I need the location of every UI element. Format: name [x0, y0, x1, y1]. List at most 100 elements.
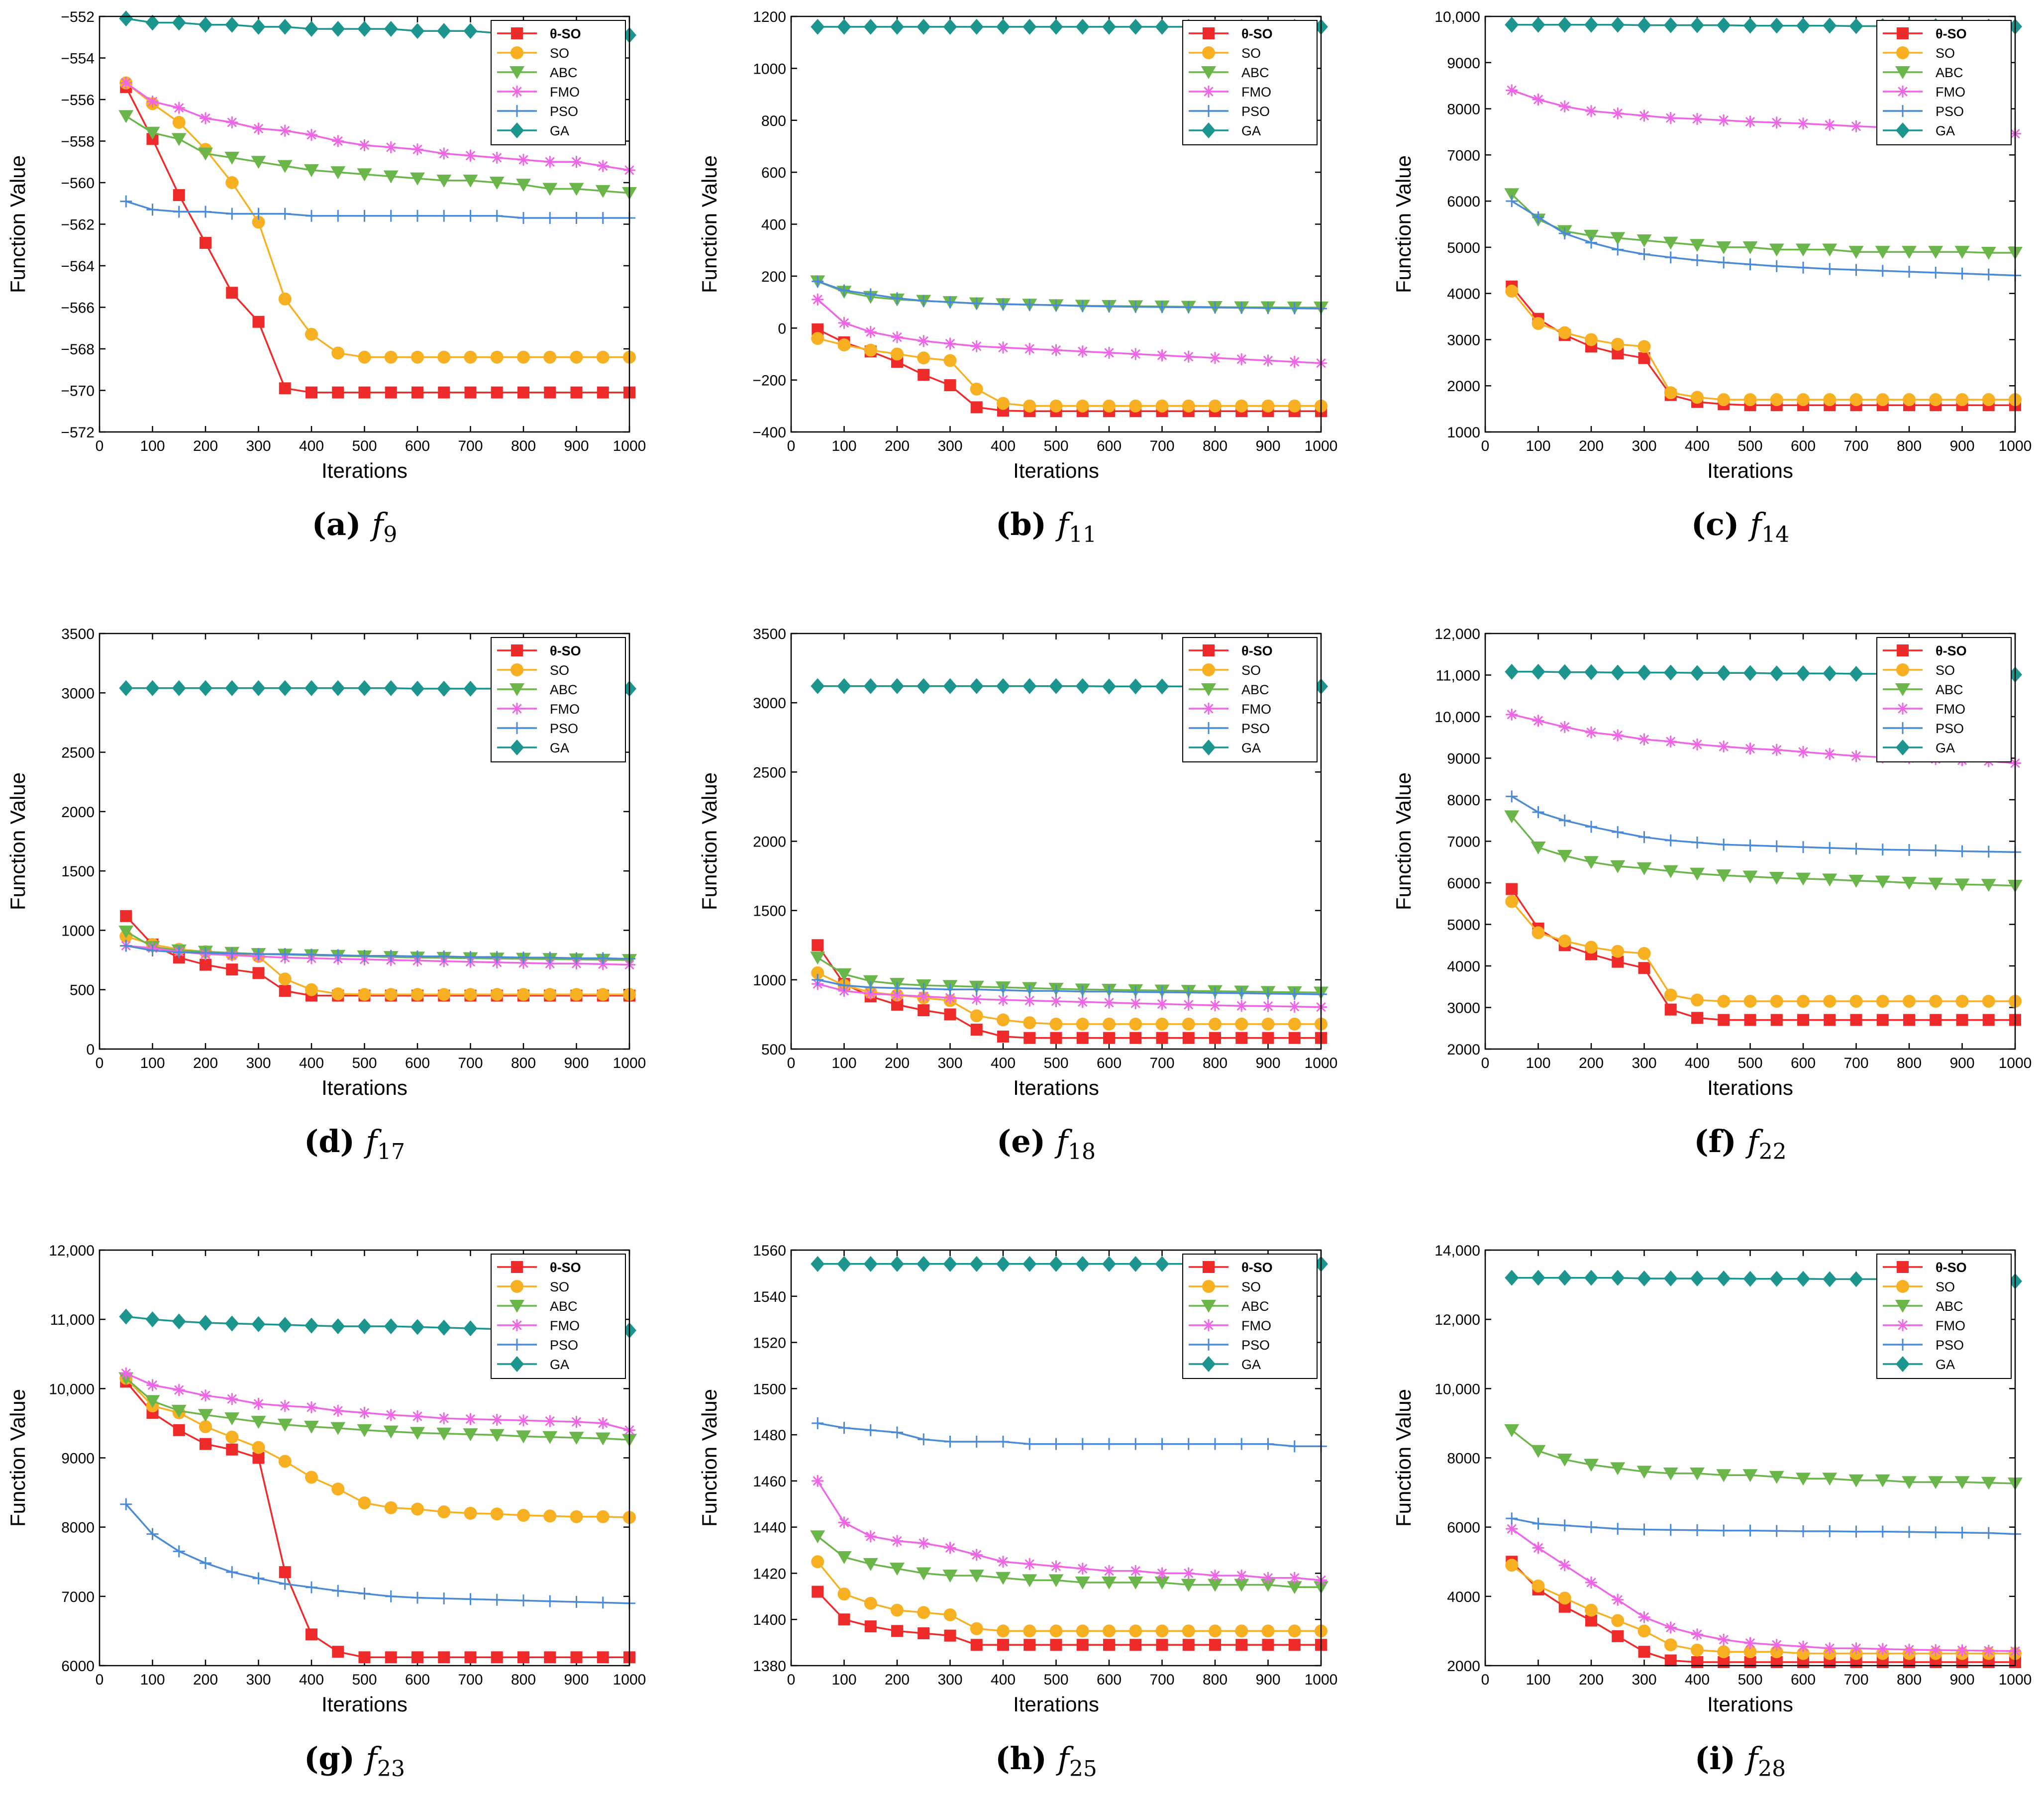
legend-box	[1182, 637, 1318, 762]
data-point	[517, 951, 529, 964]
legend-label: PSO	[1936, 104, 1964, 119]
data-point	[863, 18, 878, 35]
data-point	[1850, 1642, 1862, 1655]
data-point	[1532, 1542, 1544, 1554]
data-point	[1023, 1624, 1036, 1638]
data-point	[252, 215, 265, 229]
data-point	[1743, 17, 1757, 34]
data-point	[1982, 1527, 1995, 1539]
legend-label: θ-SO	[1936, 643, 1967, 658]
data-point	[1690, 867, 1705, 881]
x-tick-label: 0	[787, 1055, 796, 1071]
y-tick-label: 1500	[753, 1381, 786, 1397]
data-point	[1981, 879, 1996, 892]
series-line	[817, 956, 1322, 994]
data-point	[1956, 1526, 1968, 1539]
data-point	[1770, 1014, 1783, 1026]
data-point	[490, 350, 504, 364]
data-point	[1023, 1639, 1036, 1651]
data-point	[1981, 1477, 1996, 1490]
data-point	[1716, 241, 1732, 254]
data-point	[570, 156, 583, 168]
data-point	[918, 982, 930, 995]
data-point	[199, 680, 212, 696]
legend: θ-SO SO ABC FMO PSO GA	[1182, 20, 1318, 145]
data-point	[305, 1471, 318, 1484]
y-tick-label: 8000	[61, 1520, 95, 1536]
x-tick-label: 600	[1791, 1672, 1816, 1688]
chart-panel-a: 0 100 200 300 400 500 600 700 800 900 1000 −572 −570…	[6, 9, 646, 547]
legend-label: SO	[550, 663, 569, 678]
chart-panel-g: 0 100 200 300 400 500 600 700 800 900 1000 6000 7000…	[6, 1243, 646, 1782]
data-point	[1049, 18, 1063, 35]
data-point	[970, 1549, 983, 1561]
x-tick-label: 200	[193, 438, 218, 454]
data-point	[1584, 664, 1598, 680]
data-point	[1954, 1476, 1970, 1489]
legend-marker	[1897, 1339, 1909, 1351]
x-tick-label: 600	[1097, 1672, 1122, 1688]
x-tick-label: 800	[1897, 1672, 1922, 1688]
x-tick-label: 1000	[1999, 1672, 2032, 1688]
data-point	[252, 1441, 265, 1454]
data-point	[569, 1432, 584, 1445]
data-point	[1769, 17, 1784, 34]
data-point	[811, 1256, 825, 1272]
data-point	[1585, 105, 1597, 117]
data-point	[918, 990, 930, 1003]
data-point	[1769, 665, 1784, 682]
data-point	[1288, 1624, 1301, 1638]
data-point	[200, 206, 211, 218]
data-point	[277, 160, 293, 173]
x-tick-label: 400	[299, 1055, 324, 1071]
data-point	[1903, 844, 1915, 856]
data-point	[1208, 1579, 1223, 1592]
data-point	[331, 21, 345, 37]
data-point	[596, 350, 610, 364]
data-point	[1637, 340, 1651, 353]
data-point	[1982, 268, 1995, 281]
data-point	[490, 1507, 504, 1521]
data-point	[385, 1651, 397, 1664]
data-point	[224, 151, 240, 165]
data-point	[943, 1608, 957, 1621]
data-point	[1743, 393, 1757, 407]
x-axis-title: Iterations	[1707, 1076, 1793, 1099]
data-point	[969, 1256, 984, 1272]
legend-marker	[1896, 663, 1909, 676]
data-point	[173, 189, 185, 202]
data-point	[304, 164, 319, 177]
data-point	[1532, 715, 1544, 727]
data-point	[1930, 844, 1942, 856]
data-point	[120, 77, 132, 89]
data-point	[464, 988, 477, 1001]
data-point	[812, 275, 824, 288]
x-tick-label: 1000	[1305, 1055, 1338, 1071]
data-point	[1744, 1524, 1756, 1537]
data-point	[1691, 1643, 1704, 1657]
data-point	[1155, 1017, 1169, 1031]
legend-label: ABC	[1936, 65, 1963, 80]
y-tick-label: 2000	[1447, 1042, 1480, 1058]
x-tick-label: 300	[1632, 1055, 1656, 1071]
data-point	[918, 1004, 930, 1017]
data-point	[1288, 399, 1301, 413]
legend-marker	[1897, 1261, 1909, 1273]
x-tick-label: 100	[140, 1055, 165, 1071]
data-point	[173, 1424, 185, 1436]
data-point	[1262, 1000, 1274, 1012]
data-point	[1156, 986, 1168, 998]
data-point	[1023, 1438, 1036, 1450]
legend-label: ABC	[1241, 65, 1269, 80]
data-point	[1930, 1644, 1942, 1656]
data-point	[996, 18, 1010, 35]
data-point	[306, 128, 317, 141]
data-point	[1744, 1637, 1756, 1649]
legend-marker	[1895, 683, 1910, 696]
data-point	[943, 18, 957, 35]
data-point	[491, 951, 503, 963]
data-point	[463, 680, 478, 697]
series-SO	[811, 1555, 1328, 1638]
data-point	[1287, 1581, 1302, 1594]
data-point	[1797, 261, 1809, 274]
